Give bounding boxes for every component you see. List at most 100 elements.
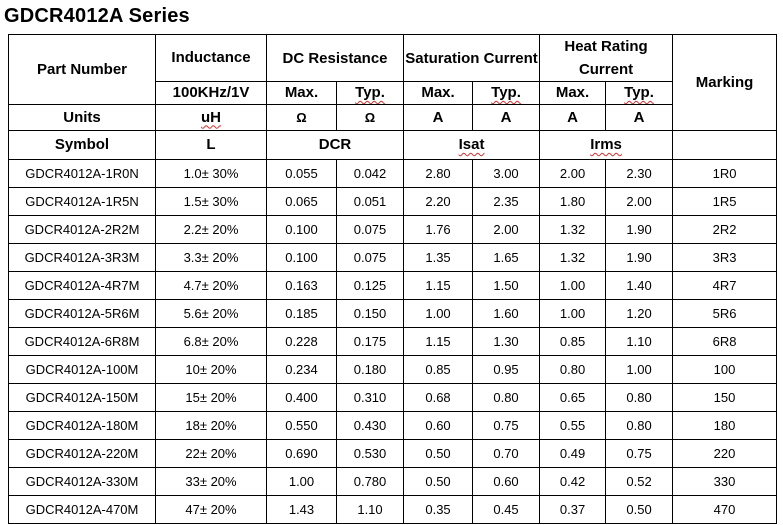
inductance-cell: 15± 20%	[155, 383, 267, 412]
part-number-header: Part Number	[8, 34, 156, 105]
isat-max-cell: 1.35	[403, 243, 474, 272]
header-row-titles: Part Number Inductance DC Resistance Sat…	[8, 34, 778, 131]
dcr-max-cell: 0.234	[266, 355, 337, 384]
dc-resistance-header: DC Resistance	[265, 34, 405, 82]
irms-typ-cell: 1.40	[605, 271, 674, 300]
test-condition-header: 100KHz/1V	[155, 81, 267, 105]
marking-cell: 100	[672, 355, 778, 384]
table-row: GDCR4012A-3R3M 3.3± 20% 0.100 0.075 1.35 1.65…	[8, 243, 778, 272]
unit-dcr-typ: Ω	[335, 104, 405, 131]
inductance-cell: 5.6± 20%	[155, 299, 267, 328]
dcr-typ-cell: 0.075	[335, 243, 405, 272]
isat-max-header: Max.	[403, 81, 474, 105]
dcr-typ-label: Typ.	[355, 84, 385, 101]
symbol-dcr: DCR	[265, 130, 405, 160]
table-row: GDCR4012A-100M 10± 20% 0.234 0.180 0.85 0.95 0…	[8, 355, 778, 384]
part-number-cell: GDCR4012A-100M	[8, 355, 156, 384]
table-row: GDCR4012A-6R8M 6.8± 20% 0.228 0.175 1.15 1.30…	[8, 327, 778, 356]
isat-max-cell: 1.15	[403, 271, 474, 300]
irms-max-cell: 0.37	[539, 495, 607, 524]
isat-typ-cell: 1.30	[472, 327, 541, 356]
heat-rating-current-header: Heat Rating Current	[539, 34, 674, 82]
marking-cell: 180	[672, 411, 778, 440]
table-row: GDCR4012A-2R2M 2.2± 20% 0.100 0.075 1.76 2.00…	[8, 215, 778, 244]
part-number-cell: GDCR4012A-470M	[8, 495, 156, 524]
dcr-typ-cell: 0.175	[335, 327, 405, 356]
irms-typ-cell: 1.90	[605, 243, 674, 272]
dcr-typ-cell: 0.051	[335, 187, 405, 216]
unit-isat-typ: A	[472, 104, 541, 131]
irms-typ-cell: 0.80	[605, 411, 674, 440]
dcr-typ-cell: 0.180	[335, 355, 405, 384]
isat-typ-cell: 0.70	[472, 439, 541, 468]
irms-max-cell: 0.85	[539, 327, 607, 356]
isat-typ-label: Typ.	[491, 84, 521, 101]
isat-max-cell: 2.20	[403, 187, 474, 216]
irms-max-cell: 1.32	[539, 243, 607, 272]
marking-cell: 220	[672, 439, 778, 468]
dcr-max-header: Max.	[266, 81, 337, 105]
symbol-isat-text: Isat	[458, 136, 485, 153]
part-number-cell: GDCR4012A-3R3M	[8, 243, 156, 272]
marking-cell: 5R6	[672, 299, 778, 328]
symbol-isat: Isat	[403, 130, 541, 160]
marking-cell: 330	[672, 467, 778, 496]
saturation-current-header: Saturation Current	[403, 34, 541, 82]
inductance-cell: 4.7± 20%	[155, 271, 267, 300]
isat-typ-cell: 1.65	[472, 243, 541, 272]
dcr-typ-cell: 0.075	[335, 215, 405, 244]
irms-typ-cell: 0.80	[605, 383, 674, 412]
marking-cell: 470	[672, 495, 778, 524]
units-row: Units uH Ω Ω A A A A	[8, 104, 777, 131]
irms-typ-cell: 1.20	[605, 299, 674, 328]
part-number-cell: GDCR4012A-6R8M	[8, 327, 156, 356]
part-number-cell: GDCR4012A-2R2M	[8, 215, 156, 244]
irms-max-cell: 0.49	[539, 439, 607, 468]
inductance-cell: 6.8± 20%	[155, 327, 267, 356]
dcr-max-cell: 1.43	[266, 495, 337, 524]
isat-max-cell: 0.50	[403, 439, 474, 468]
page-title: GDCR4012A Series	[4, 5, 190, 27]
dcr-typ-cell: 1.10	[335, 495, 405, 524]
dcr-max-cell: 0.185	[266, 299, 337, 328]
unit-inductance-text: uH	[201, 108, 221, 126]
irms-max-cell: 1.80	[539, 187, 607, 216]
table-row: GDCR4012A-150M 15± 20% 0.400 0.310 0.68 0.80 0…	[8, 383, 778, 412]
table-row: GDCR4012A-180M 18± 20% 0.550 0.430 0.60 0.75 0…	[8, 411, 778, 440]
isat-typ-header: Typ.	[472, 81, 541, 105]
isat-typ-cell: 3.00	[472, 159, 541, 188]
isat-max-cell: 1.15	[403, 327, 474, 356]
irms-typ-cell: 1.10	[605, 327, 674, 356]
dcr-typ-cell: 0.780	[335, 467, 405, 496]
table-row: GDCR4012A-5R6M 5.6± 20% 0.185 0.150 1.00 1.60…	[8, 299, 778, 328]
marking-cell: 6R8	[672, 327, 778, 356]
dcr-max-cell: 0.400	[266, 383, 337, 412]
table-row: GDCR4012A-220M 22± 20% 0.690 0.530 0.50 0.70 0…	[8, 439, 778, 468]
irms-max-cell: 0.80	[539, 355, 607, 384]
isat-typ-cell: 1.50	[472, 271, 541, 300]
irms-typ-cell: 0.52	[605, 467, 674, 496]
part-number-cell: GDCR4012A-150M	[8, 383, 156, 412]
spec-table: Part Number Inductance DC Resistance Sat…	[8, 34, 778, 524]
marking-cell: 4R7	[672, 271, 778, 300]
irms-typ-header: Typ.	[605, 81, 674, 105]
irms-max-cell: 0.55	[539, 411, 607, 440]
dcr-max-cell: 0.228	[266, 327, 337, 356]
inductance-header: Inductance	[155, 34, 267, 82]
header-row-subheads: 100KHz/1V Max. Typ. Max. Typ. Max. Typ.	[9, 81, 777, 105]
part-number-cell: GDCR4012A-1R5N	[8, 187, 156, 216]
symbol-irms: Irms	[539, 130, 674, 160]
dcr-typ-cell: 0.530	[335, 439, 405, 468]
isat-max-cell: 0.60	[403, 411, 474, 440]
irms-typ-cell: 2.00	[605, 187, 674, 216]
dcr-max-cell: 1.00	[266, 467, 337, 496]
inductance-cell: 18± 20%	[155, 411, 267, 440]
symbol-inductance: L	[155, 130, 267, 160]
inductance-cell: 1.0± 30%	[155, 159, 267, 188]
irms-max-cell: 0.65	[539, 383, 607, 412]
irms-typ-label: Typ.	[624, 84, 654, 101]
inductance-cell: 33± 20%	[155, 467, 267, 496]
units-label: Units	[8, 104, 156, 131]
dcr-typ-cell: 0.430	[335, 411, 405, 440]
part-number-cell: GDCR4012A-4R7M	[8, 271, 156, 300]
